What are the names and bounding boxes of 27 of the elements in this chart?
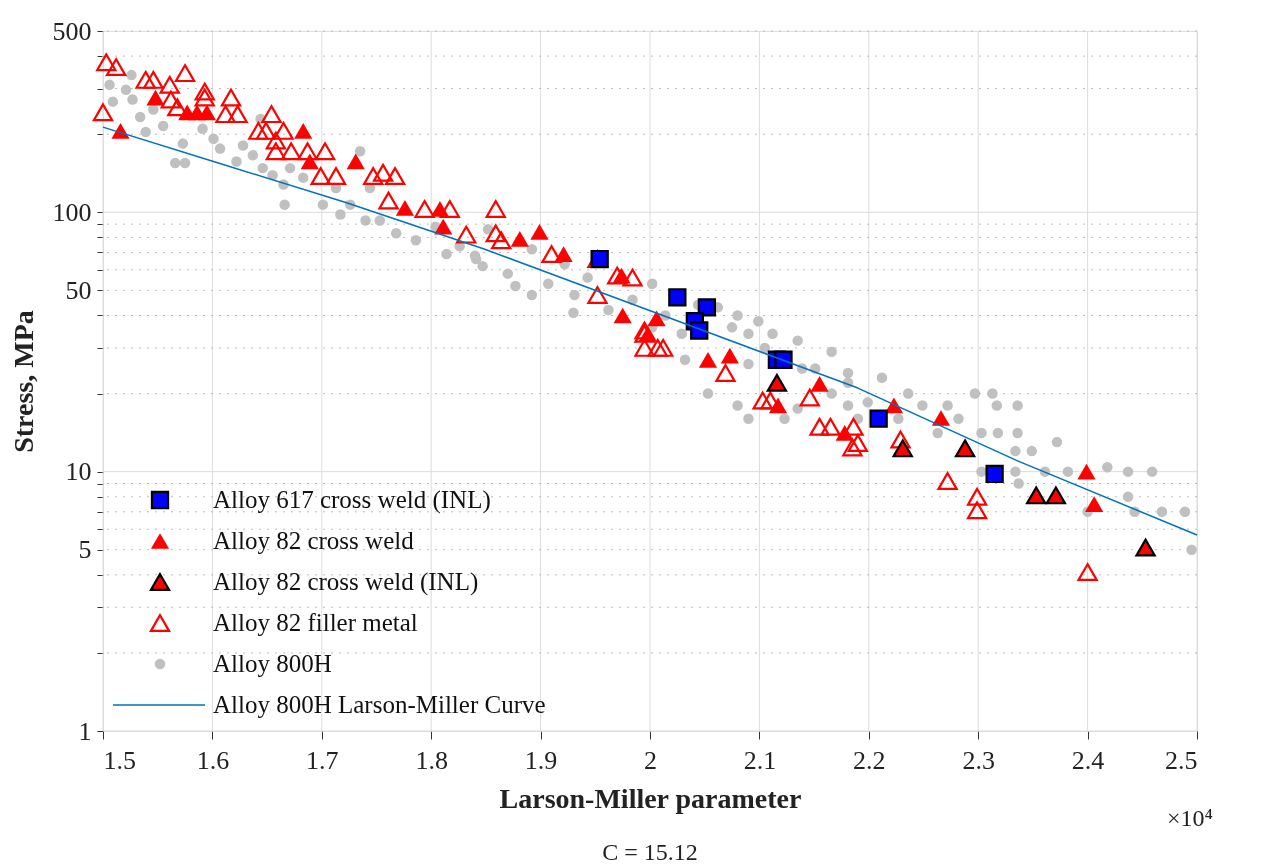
- legend-label: Alloy 82 cross weld (INL): [213, 568, 479, 596]
- x-tick-label: 2: [644, 745, 657, 775]
- y-tick-label: 100: [52, 197, 92, 227]
- y-axis-title: Stress, MPa: [7, 310, 39, 453]
- legend-label: Alloy 82 cross weld: [213, 527, 415, 554]
- y-tick-label: 5: [78, 535, 92, 565]
- y-tick-label: 1: [78, 716, 92, 746]
- y-tick-label: 50: [65, 275, 92, 305]
- y-tick-label: 10: [65, 457, 92, 487]
- legend-label: Alloy 800H Larson-Miller Curve: [213, 691, 546, 718]
- x-tick-label: 2.4: [1071, 745, 1105, 775]
- text: ×10⁴: [1167, 805, 1213, 831]
- x-tick-label: 1.8: [415, 745, 448, 775]
- x-axis-title: Larson-Miller parameter: [499, 782, 802, 814]
- legend-label: Alloy 800H: [213, 650, 332, 677]
- legend-label: Alloy 617 cross weld (INL): [213, 486, 491, 514]
- legend-label: Alloy 82 filler metal: [213, 609, 418, 636]
- x-tick-label: 1.7: [306, 745, 339, 775]
- x-tick-label: 2.2: [853, 745, 886, 775]
- x-tick-label: 1.9: [524, 745, 558, 775]
- x-tick-label: 1.6: [196, 745, 230, 775]
- x-tick-label: 1.5: [103, 745, 136, 775]
- x-tick-label: 2.3: [962, 745, 995, 775]
- text: C = 15.12: [602, 839, 698, 864]
- x-tick-label: 2.5: [1165, 745, 1198, 775]
- y-tick-label: 500: [52, 16, 92, 46]
- x-tick-label: 2.1: [743, 745, 777, 775]
